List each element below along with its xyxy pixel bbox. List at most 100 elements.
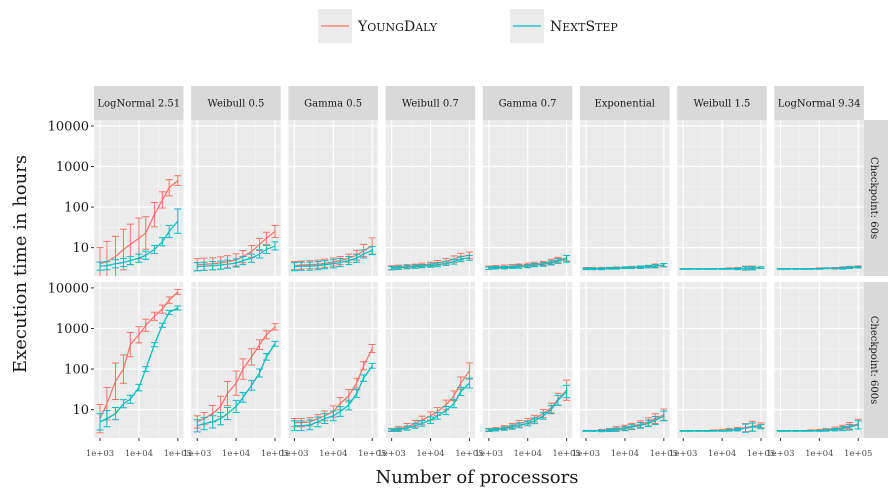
- x-tick-label: 1e+05: [358, 449, 386, 459]
- series-nextstep: [96, 208, 182, 271]
- error-bar: [457, 386, 465, 397]
- error-bar: [621, 266, 629, 270]
- error-bar: [636, 265, 644, 269]
- series-nextstep: [96, 305, 182, 431]
- error-bar: [854, 420, 862, 430]
- error-bar: [465, 377, 473, 389]
- error-bar: [418, 419, 426, 427]
- error-bar: [360, 249, 368, 259]
- error-bar: [815, 429, 823, 432]
- facet-strip: [94, 86, 184, 120]
- error-bar: [695, 429, 703, 432]
- error-bar: [757, 424, 765, 430]
- series-nextstep: [193, 241, 279, 272]
- facet-strip: [288, 86, 378, 120]
- facet-strip: [482, 86, 573, 120]
- series-nextstep: [582, 410, 668, 433]
- error-bar: [321, 260, 329, 270]
- error-bar: [839, 426, 847, 432]
- error-bar: [742, 423, 750, 433]
- error-bar: [193, 262, 201, 272]
- error-bar: [589, 429, 597, 432]
- error-bar: [290, 420, 298, 432]
- error-bar: [174, 208, 182, 234]
- error-bar: [515, 422, 523, 429]
- gridlines: [482, 120, 573, 276]
- error-bar: [135, 383, 143, 392]
- facet-strip-label: Exponential: [594, 99, 655, 110]
- error-bar: [256, 368, 264, 378]
- x-axis-title: Number of processors: [376, 467, 579, 488]
- error-bar: [248, 348, 256, 366]
- panel: [94, 282, 184, 438]
- series-nextstep: [679, 266, 765, 271]
- error-bar: [554, 394, 562, 406]
- error-bar: [271, 224, 279, 239]
- series-nextstep: [776, 420, 862, 432]
- x-tick-label: 1e+04: [708, 449, 736, 459]
- error-bar: [703, 267, 711, 270]
- error-bar: [605, 428, 613, 432]
- error-bar: [345, 256, 353, 266]
- y-tick-label: 100: [64, 363, 89, 378]
- facet-strip: [191, 86, 281, 120]
- error-bar: [103, 410, 111, 428]
- error-bar: [232, 370, 240, 396]
- legend-label: NEXTSTEP: [550, 19, 618, 35]
- error-bar: [158, 304, 166, 314]
- error-bar: [209, 261, 217, 271]
- error-bar: [368, 344, 376, 354]
- x-tick-label: 1e+03: [86, 449, 114, 459]
- error-bar: [174, 175, 182, 186]
- error-bar: [314, 261, 322, 271]
- error-bar: [256, 339, 264, 351]
- error-bar: [457, 256, 465, 263]
- error-bar: [734, 428, 742, 432]
- series-nextstep: [388, 377, 473, 432]
- y-tick-label: 1000: [56, 322, 89, 337]
- error-bar: [368, 362, 376, 369]
- x-tick-label: 1e+03: [183, 449, 211, 459]
- panel: [482, 120, 573, 276]
- error-bar: [360, 374, 368, 382]
- error-bar: [209, 415, 217, 429]
- error-bar: [271, 323, 279, 331]
- error-bar: [427, 263, 435, 268]
- facet-strip-label: Weibull 0.7: [402, 99, 459, 110]
- error-bar: [822, 267, 830, 270]
- error-bar: [112, 235, 120, 276]
- gridlines: [580, 120, 670, 276]
- gridlines: [677, 120, 767, 276]
- error-bar: [815, 267, 823, 270]
- error-bar: [492, 428, 500, 432]
- error-bar: [200, 417, 208, 431]
- error-bar: [695, 267, 703, 270]
- error-bar: [450, 399, 458, 409]
- error-bar: [563, 255, 571, 263]
- error-bar: [248, 379, 256, 391]
- error-bar: [531, 263, 539, 268]
- row-strip: [861, 120, 888, 276]
- error-bar: [223, 380, 231, 407]
- error-bar: [846, 266, 854, 270]
- error-bar: [831, 267, 839, 270]
- series-nextstep: [388, 254, 473, 271]
- error-bar: [126, 394, 134, 404]
- x-tick-label: 1e+04: [514, 449, 542, 459]
- error-bar: [783, 429, 791, 432]
- y-tick-label: 1000: [56, 160, 89, 175]
- y-tick-label: 10000: [48, 281, 89, 296]
- error-bar: [839, 266, 847, 270]
- error-bar: [360, 361, 368, 371]
- error-bar: [262, 330, 270, 340]
- error-bar: [112, 406, 120, 421]
- error-bar: [500, 266, 508, 270]
- error-bar: [524, 420, 532, 427]
- error-bar: [119, 354, 127, 384]
- error-bar: [703, 429, 711, 432]
- error-bar: [158, 322, 166, 328]
- panel: [580, 120, 670, 276]
- error-bar: [776, 429, 784, 432]
- error-bar: [831, 428, 839, 432]
